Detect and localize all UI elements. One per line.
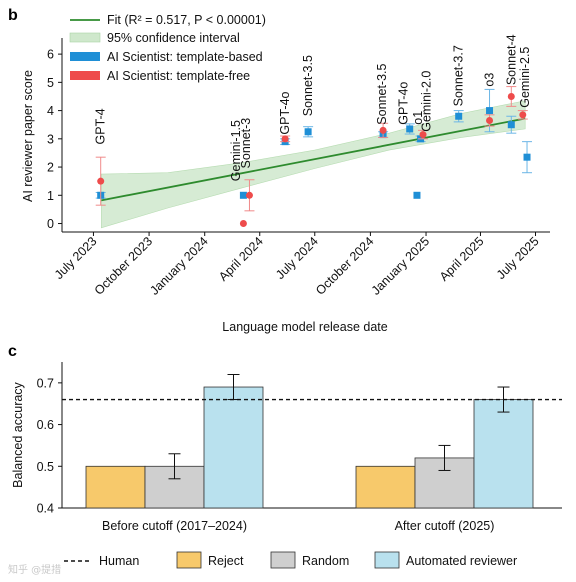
b-model-label: Sonnet-3.5 xyxy=(375,64,389,125)
legend-template-based-swatch xyxy=(70,52,100,61)
legend-reject-swatch xyxy=(176,551,202,569)
b-point-template-free xyxy=(239,220,247,228)
legend-random-label: Random xyxy=(302,554,349,568)
b-y-tick-label: 1 xyxy=(47,189,54,203)
legend-template-free-swatch xyxy=(70,71,100,80)
c-category-label: Before cutoff (2017–2024) xyxy=(102,519,247,533)
b-y-tick-label: 6 xyxy=(47,48,54,62)
c-bar-reject xyxy=(85,465,146,509)
b-point-template-free xyxy=(245,191,253,199)
b-x-tick-label: January 2025 xyxy=(369,234,432,297)
b-point-template-free xyxy=(281,135,289,143)
legend-random-swatch xyxy=(270,551,296,569)
b-point-template-free xyxy=(419,131,427,139)
b-x-tick-label: April 2024 xyxy=(216,234,266,284)
c-y-tick-label: 0.4 xyxy=(37,502,54,516)
b-point-template-free xyxy=(97,177,105,185)
panel-c-legend: Human Reject Random Automated reviewer xyxy=(64,551,517,569)
b-confidence-band xyxy=(101,100,526,229)
b-y-tick-label: 4 xyxy=(47,104,54,118)
b-model-label: Sonnet-4 xyxy=(504,34,518,85)
legend-ci-swatch xyxy=(69,32,101,43)
b-point-template-based xyxy=(523,153,531,161)
b-x-tick-label: January 2024 xyxy=(147,234,210,297)
c-bar-reject xyxy=(355,465,416,509)
b-model-label: o3 xyxy=(483,73,497,87)
panel-b-legend: Fit (R² = 0.517, P < 0.00001) 95% confid… xyxy=(69,13,266,83)
b-model-label: Gemini-1.5 xyxy=(229,120,243,181)
b-model-label: o1 xyxy=(411,111,425,125)
b-point-template-based xyxy=(239,191,247,199)
legend-template-based-label: AI Scientist: template-based xyxy=(107,50,263,64)
b-y-tick-label: 5 xyxy=(47,76,54,90)
legend-automated-label: Automated reviewer xyxy=(406,554,517,568)
legend-fit-label: Fit (R² = 0.517, P < 0.00001) xyxy=(107,13,266,27)
b-x-axis-label: Language model release date xyxy=(222,320,387,334)
c-y-tick-label: 0.6 xyxy=(37,418,54,432)
b-x-tick-label: April 2025 xyxy=(437,234,487,284)
b-y-tick-label: 3 xyxy=(47,132,54,146)
b-x-tick-label: July 2025 xyxy=(494,234,542,282)
panel-c-plot: 0.4 0.5 0.6 0.7 Balanced accuracy Before cuto… xyxy=(11,362,562,533)
b-y-tick-label: 2 xyxy=(47,161,54,175)
b-model-label: Sonnet-3 xyxy=(239,118,253,169)
legend-automated-swatch xyxy=(374,551,400,569)
c-category-label: After cutoff (2025) xyxy=(395,519,495,533)
c-y-tick-label: 0.5 xyxy=(37,460,54,474)
legend-human-label: Human xyxy=(99,554,139,568)
b-x-tick-label: July 2023 xyxy=(52,234,100,282)
b-model-label: Gemini-2.5 xyxy=(518,47,532,108)
b-point-template-free xyxy=(486,116,494,124)
b-x-tick-label: July 2024 xyxy=(273,234,321,282)
b-fit-line xyxy=(101,117,526,202)
b-point-template-free xyxy=(519,111,527,119)
b-model-label: Gemini-2.0 xyxy=(420,71,434,132)
b-point-template-based xyxy=(486,107,494,115)
b-point-template-based xyxy=(455,112,463,120)
b-x-tick-label: October 2023 xyxy=(92,234,155,297)
panel-c-letter: c xyxy=(8,343,17,360)
b-model-label: Sonnet-3.5 xyxy=(301,55,315,116)
b-y-tick-label: 0 xyxy=(47,217,54,231)
c-y-tick-label: 0.7 xyxy=(37,376,54,390)
legend-ci-label: 95% confidence interval xyxy=(107,31,240,45)
legend-reject-label: Reject xyxy=(208,554,244,568)
b-model-label: GPT-4 xyxy=(94,108,108,144)
b-x-tick-label: October 2024 xyxy=(313,234,376,297)
b-point-template-free xyxy=(507,92,515,100)
panel-b-letter: b xyxy=(8,7,18,24)
b-point-template-based xyxy=(507,121,515,129)
b-point-template-based xyxy=(304,128,312,136)
b-model-label: GPT-4o xyxy=(278,91,292,134)
legend-template-free-label: AI Scientist: template-free xyxy=(107,69,250,83)
b-point-template-free xyxy=(379,126,387,134)
c-y-axis-label: Balanced accuracy xyxy=(11,381,25,487)
c-bar-automated-reviewer xyxy=(203,386,264,509)
b-model-label: Sonnet-3.7 xyxy=(452,45,466,106)
watermark: 知乎 @提措 xyxy=(8,565,62,576)
b-model-label: GPT-4o xyxy=(397,82,411,125)
b-point-template-based xyxy=(413,191,421,199)
b-point-template-based xyxy=(406,125,414,133)
c-bar-automated-reviewer xyxy=(473,399,534,509)
b-y-axis-label: AI reviewer paper score xyxy=(21,70,35,202)
